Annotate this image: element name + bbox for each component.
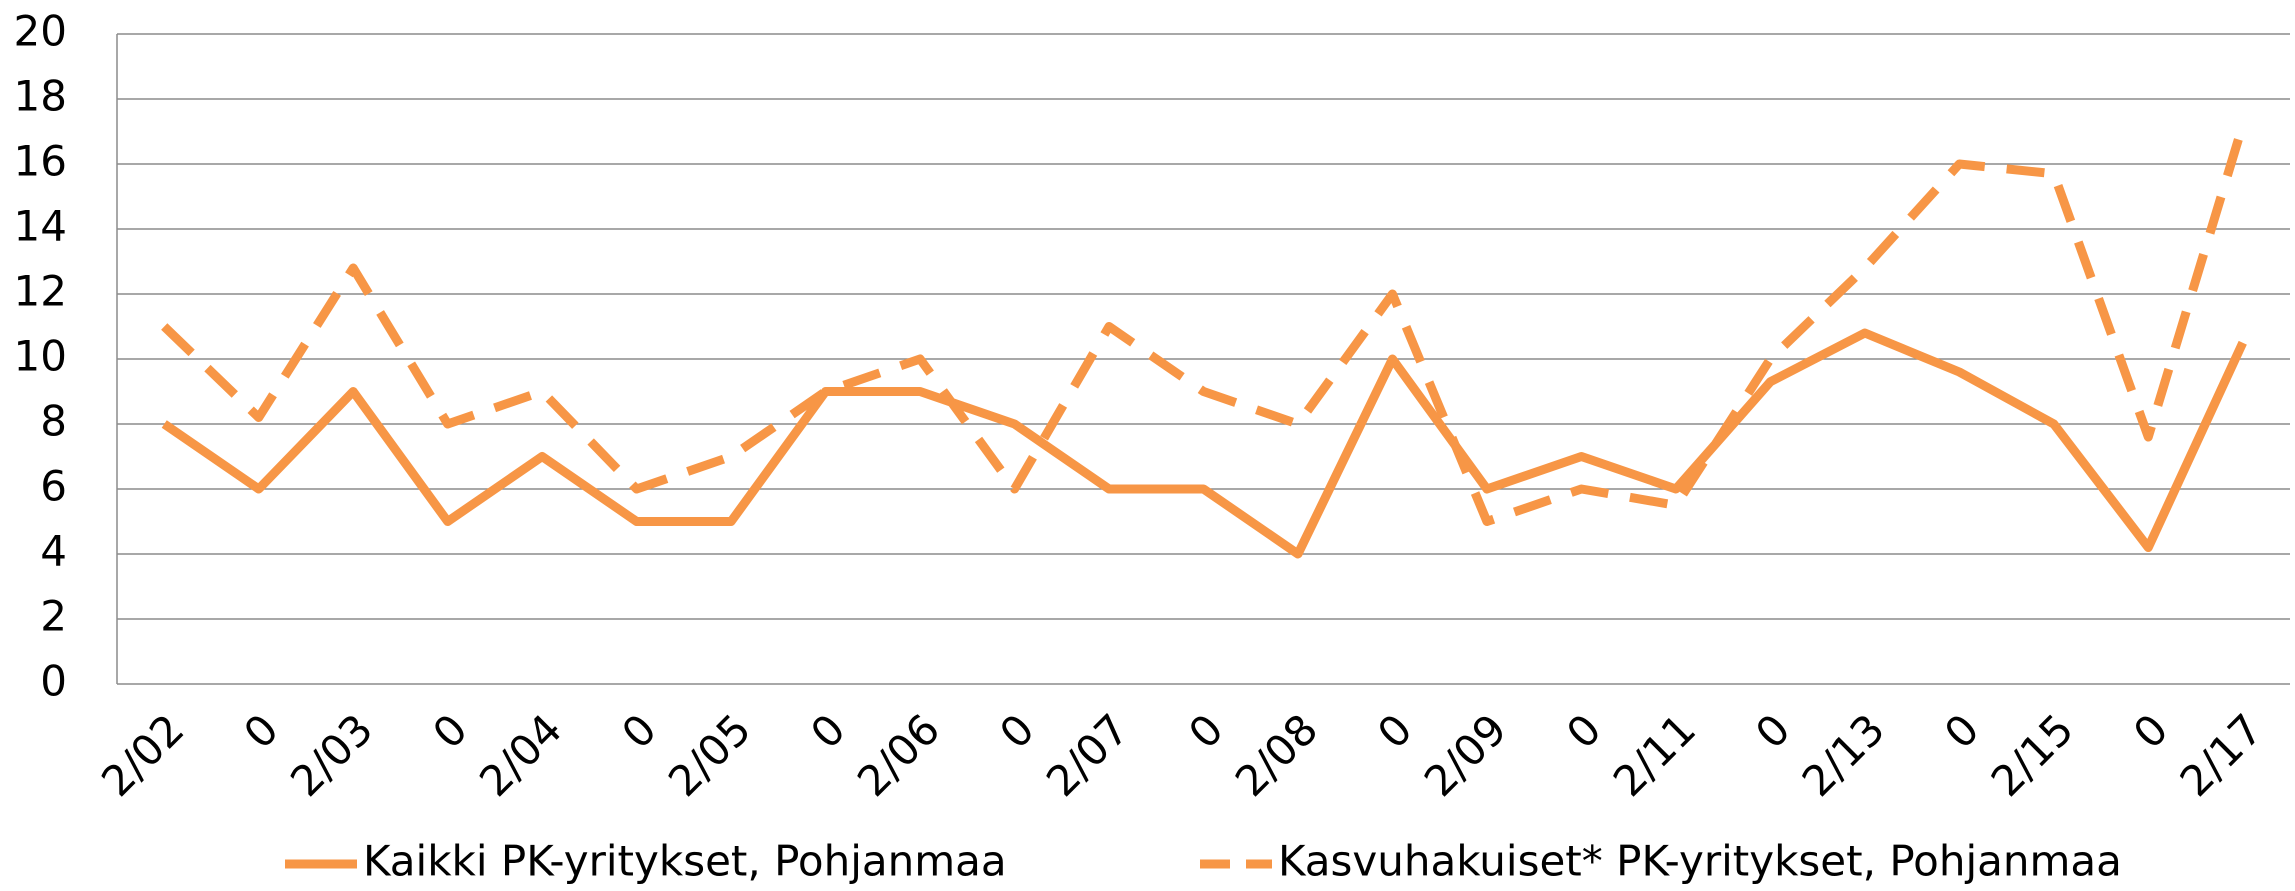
y-tick-label: 12 — [14, 267, 67, 316]
x-tick-label: 2/02 — [92, 705, 193, 806]
y-tick-label: 10 — [14, 332, 67, 381]
x-tick-label: 0 — [1746, 705, 1800, 759]
series-line — [161, 328, 2247, 559]
x-tick-label: 0 — [1935, 705, 1989, 759]
x-tick-label: 0 — [612, 705, 666, 759]
x-tick-label: 2/17 — [2171, 705, 2272, 806]
y-tick-label: 0 — [40, 657, 67, 706]
x-tick-label: 2/08 — [1226, 705, 1327, 806]
x-tick-label: 0 — [801, 705, 855, 759]
x-tick-label: 0 — [1368, 705, 1422, 759]
x-tick-label: 0 — [1179, 705, 1233, 759]
x-tick-label: 2/04 — [470, 705, 571, 806]
y-tick-label: 16 — [14, 137, 67, 186]
x-tick-label: 2/06 — [848, 705, 949, 806]
series-line — [161, 123, 2248, 526]
x-tick-label: 0 — [423, 705, 477, 759]
x-tick-label: 2/15 — [1982, 705, 2083, 806]
y-tick-label: 4 — [40, 527, 67, 576]
x-tick-label: 2/07 — [1037, 705, 1138, 806]
y-tick-label: 8 — [40, 397, 67, 446]
x-tick-label: 2/11 — [1604, 705, 1705, 806]
y-tick-label: 20 — [14, 7, 67, 56]
legend-label: Kaikki PK-yritykset, Pohjanmaa — [363, 837, 1007, 886]
y-tick-label: 18 — [14, 72, 67, 121]
x-tick-label: 2/09 — [1415, 705, 1516, 806]
legend-label: Kasvuhakuiset* PK-yritykset, Pohjanmaa — [1278, 837, 2122, 886]
x-tick-label: 0 — [990, 705, 1044, 759]
x-tick-label: 2/13 — [1793, 705, 1894, 806]
y-tick-label: 14 — [14, 202, 67, 251]
y-tick-label: 6 — [40, 462, 67, 511]
x-tick-label: 0 — [2124, 705, 2178, 759]
x-tick-label: 2/05 — [659, 705, 760, 806]
x-tick-label: 0 — [234, 705, 288, 759]
y-tick-label: 2 — [40, 592, 67, 641]
x-tick-label: 2/03 — [281, 705, 382, 806]
x-tick-label: 0 — [1557, 705, 1611, 759]
